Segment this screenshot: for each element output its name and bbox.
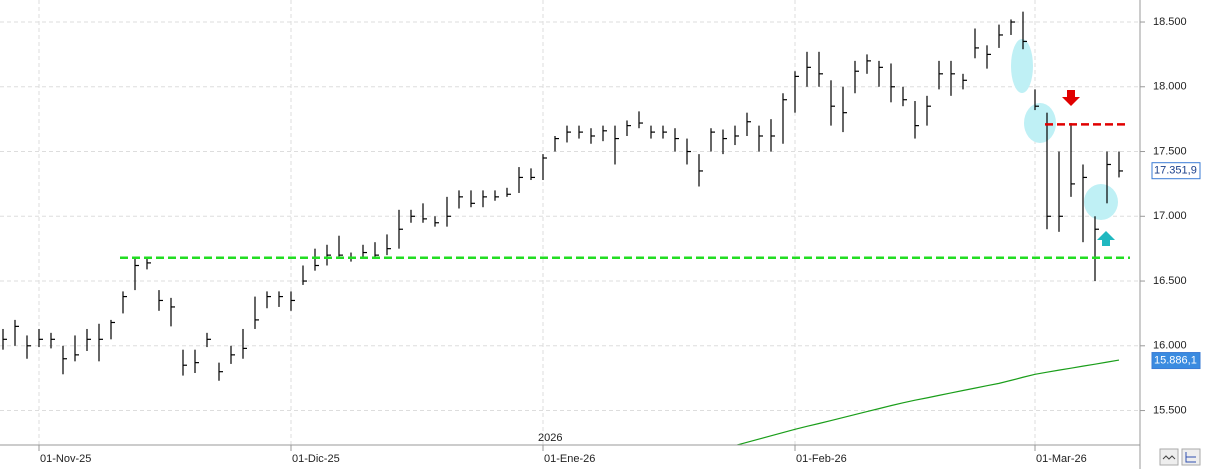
price-badge xyxy=(1151,352,1201,370)
price-badge xyxy=(1151,162,1201,180)
price-badge-label: 17.351,9 xyxy=(1154,165,1197,177)
moving-average xyxy=(734,359,1120,445)
x-tick-label: 01-Nov-25 xyxy=(40,453,91,465)
icon xyxy=(1162,455,1176,460)
y-tick-label: 18.500 xyxy=(1153,16,1187,28)
y-tick-label: 18.000 xyxy=(1153,81,1187,93)
y-tick-label: 16.500 xyxy=(1153,275,1187,287)
up-arrow xyxy=(1097,231,1115,246)
highlight xyxy=(1024,103,1056,143)
highlight xyxy=(1011,39,1033,93)
x-tick-label: 01-Mar-26 xyxy=(1036,453,1087,465)
y-tick-label: 17.000 xyxy=(1153,210,1187,222)
highlight xyxy=(1084,184,1118,220)
icon xyxy=(1185,452,1196,463)
x-tick-label: 01-Dic-25 xyxy=(292,453,340,465)
x-tick-label: 01-Feb-26 xyxy=(796,453,847,465)
y-tick-label: 15.500 xyxy=(1153,404,1187,416)
grid xyxy=(0,0,1140,445)
down-arrow xyxy=(1062,90,1080,106)
x-tick-label: 01-Ene-26 xyxy=(544,453,595,465)
year-label: 2026 xyxy=(538,432,562,444)
toolbar xyxy=(1159,448,1201,466)
price-badge-label: 15.886,1 xyxy=(1154,354,1197,366)
annotations xyxy=(1011,39,1118,246)
y-tick-label: 16.000 xyxy=(1153,340,1187,352)
y-tick-label: 17.500 xyxy=(1153,145,1187,157)
plot xyxy=(2,11,1130,445)
zoom-button[interactable] xyxy=(1159,448,1179,466)
